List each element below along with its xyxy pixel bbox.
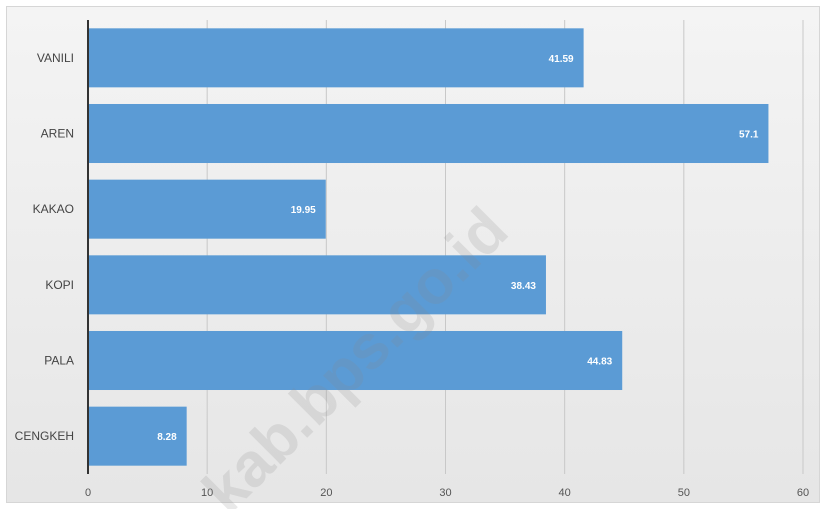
x-tick-label: 10: [201, 487, 213, 499]
x-tick-label: 50: [678, 487, 690, 499]
bar-kopi: [88, 255, 546, 315]
category-label-kakao: KAKAO: [33, 202, 74, 216]
data-label-kakao: 19.95: [291, 205, 316, 216]
category-label-kopi: KOPI: [45, 278, 74, 292]
x-axis-tick-labels: 0 10 20 30 40 50 60: [85, 487, 809, 499]
data-label-cengkeh: 8.28: [157, 432, 177, 443]
x-tick-label: 20: [320, 487, 332, 499]
x-tick-label: 30: [439, 487, 451, 499]
category-label-vanili: VANILI: [37, 51, 74, 65]
data-label-kopi: 38.43: [511, 281, 536, 292]
data-label-pala: 44.83: [587, 357, 612, 368]
category-label-cengkeh: CENGKEH: [15, 429, 74, 443]
category-label-pala: PALA: [44, 354, 74, 368]
bar-cengkeh: [88, 406, 187, 466]
bar-kakao: [88, 179, 326, 239]
x-tick-label: 40: [559, 487, 571, 499]
data-label-aren: 57.1: [739, 130, 759, 141]
bar-series: 41.59 57.1 19.95 38.43 44.83 8.28: [88, 28, 769, 466]
bar-aren: [88, 103, 769, 164]
category-label-aren: AREN: [41, 127, 74, 141]
gridlines: [206, 20, 804, 474]
x-tick-label: 0: [85, 487, 91, 499]
bar-vanili: [88, 28, 584, 88]
category-labels: VANILI AREN KAKAO KOPI PALA CENGKEH: [15, 51, 74, 443]
data-label-vanili: 41.59: [549, 54, 574, 65]
x-tick-label: 60: [797, 487, 809, 499]
bar-pala: [88, 330, 623, 391]
